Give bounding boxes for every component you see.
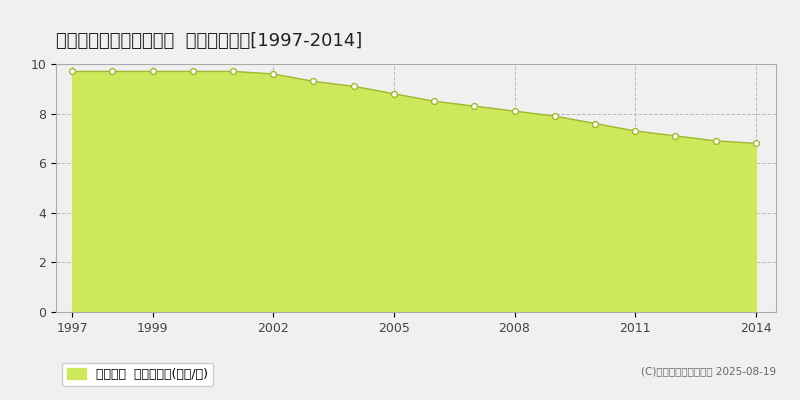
Point — [66, 68, 78, 75]
Point — [710, 138, 722, 144]
Point — [548, 113, 561, 119]
Point — [267, 71, 280, 77]
Point — [307, 78, 320, 84]
Point — [589, 120, 602, 127]
Point — [508, 108, 521, 114]
Point — [669, 133, 682, 139]
Legend: 基準地価  平均坪単価(万円/坪): 基準地価 平均坪単価(万円/坪) — [62, 363, 213, 386]
Point — [186, 68, 199, 75]
Point — [226, 68, 239, 75]
Point — [146, 68, 159, 75]
Point — [468, 103, 481, 109]
Point — [629, 128, 642, 134]
Text: (C)土地価格ドットコム 2025-08-19: (C)土地価格ドットコム 2025-08-19 — [641, 366, 776, 376]
Point — [750, 140, 762, 146]
Point — [347, 83, 360, 90]
Text: 西村山郡河北町谷地所岡  基準地価推移[1997-2014]: 西村山郡河北町谷地所岡 基準地価推移[1997-2014] — [56, 32, 362, 50]
Point — [428, 98, 441, 104]
Point — [106, 68, 118, 75]
Point — [387, 90, 400, 97]
